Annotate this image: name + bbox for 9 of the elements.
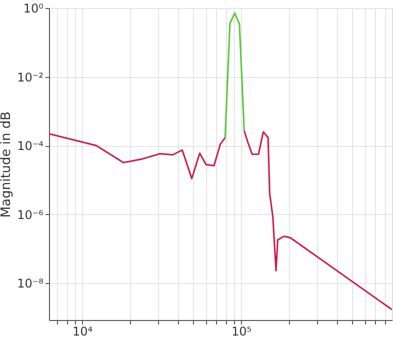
x-tick-label: 10⁵: [231, 324, 252, 338]
y-tick-label: 10⁰: [23, 2, 44, 16]
y-axis-title: Magnitude in dB: [0, 111, 14, 218]
line-series: [224, 12, 245, 138]
x-tick-label: 10⁴: [72, 324, 93, 338]
y-tick-label: 10⁻⁶: [17, 208, 44, 222]
y-tick-label: 10⁻⁴: [17, 139, 44, 154]
y-tick-label: 10⁻⁸: [17, 276, 44, 291]
y-tick-label: 10⁻²: [17, 70, 44, 84]
